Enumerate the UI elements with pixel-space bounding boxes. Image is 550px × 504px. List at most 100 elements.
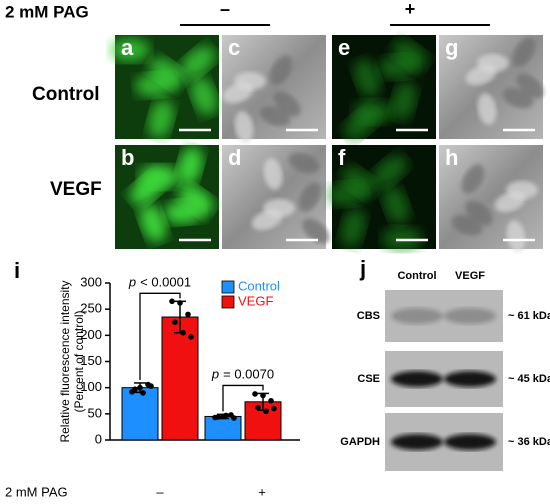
lane-label: VEGF xyxy=(455,270,485,282)
y-tick-label: 250 xyxy=(80,301,102,316)
data-point xyxy=(188,334,194,340)
cell xyxy=(494,191,526,213)
significance-bracket xyxy=(139,292,181,380)
data-point xyxy=(132,386,138,393)
band xyxy=(444,434,496,450)
legend-label: Control xyxy=(238,278,280,293)
data-point xyxy=(255,404,261,411)
cell xyxy=(164,199,204,225)
cell xyxy=(222,82,254,104)
cell xyxy=(298,182,322,212)
panel-letter: c xyxy=(228,35,240,60)
cell xyxy=(273,91,301,117)
p-text: = 0.0070 xyxy=(223,367,274,382)
lane-label: Control xyxy=(397,270,436,282)
y-tick-label: 100 xyxy=(80,379,102,394)
cell xyxy=(516,73,544,99)
p-value: p < 0.0001 xyxy=(128,275,191,290)
cell xyxy=(139,203,167,243)
cell xyxy=(302,218,330,244)
p-symbol: p xyxy=(211,367,219,382)
micrograph: h xyxy=(439,145,543,252)
y-tick-label: 300 xyxy=(80,274,102,289)
data-point xyxy=(260,392,266,399)
y-tick-label: 150 xyxy=(80,353,102,368)
micrograph: c xyxy=(222,35,326,143)
cell xyxy=(391,81,417,121)
data-point xyxy=(185,311,191,318)
data-point xyxy=(215,414,221,420)
y-tick-label: 50 xyxy=(88,405,102,420)
p-symbol: p xyxy=(128,275,136,290)
legend-swatch xyxy=(221,295,235,309)
cell xyxy=(288,152,320,174)
micrograph: a xyxy=(110,35,219,139)
band-name: CSE xyxy=(357,373,380,385)
cell xyxy=(506,220,526,252)
y-tick-label: 200 xyxy=(80,327,102,342)
cell xyxy=(263,158,283,190)
panel-label: i xyxy=(14,258,20,283)
band-name: CBS xyxy=(357,310,380,322)
legend-label: VEGF xyxy=(238,293,273,308)
band-size: ~ 36 kDa xyxy=(508,436,550,448)
cell xyxy=(465,200,493,226)
data-point xyxy=(268,397,274,404)
panel-letter: h xyxy=(445,145,458,170)
cell xyxy=(269,55,293,85)
cell xyxy=(135,72,175,98)
data-point xyxy=(180,329,186,336)
bar xyxy=(121,387,159,441)
cell xyxy=(340,208,366,248)
cell xyxy=(343,108,379,140)
data-point xyxy=(231,415,237,421)
panel-letter: d xyxy=(228,145,241,170)
cell xyxy=(190,76,218,116)
data-point xyxy=(263,408,269,415)
cell xyxy=(372,155,408,187)
band xyxy=(391,308,443,324)
micrograph: g xyxy=(439,35,544,139)
cell xyxy=(259,105,291,127)
y-axis-label: Relative fluorescence intensity xyxy=(58,280,72,442)
data-point xyxy=(177,300,183,306)
data-point xyxy=(169,298,175,305)
cell xyxy=(502,87,534,109)
micrograph: d xyxy=(222,145,330,249)
x-tick-label: – xyxy=(156,484,164,499)
cell xyxy=(477,93,497,125)
cell xyxy=(353,58,381,98)
band-size: ~ 61 kDa xyxy=(508,310,550,322)
data-point xyxy=(223,412,229,419)
data-point xyxy=(271,405,277,412)
cell xyxy=(382,185,410,225)
row-label: VEGF xyxy=(50,179,102,200)
y-tick-label: 0 xyxy=(95,431,102,446)
minus-label: – xyxy=(220,0,230,19)
data-point xyxy=(252,391,258,397)
cell xyxy=(177,146,203,186)
panel-letter: g xyxy=(445,35,458,60)
band xyxy=(391,434,443,450)
plus-label: + xyxy=(405,0,416,19)
significance-bracket xyxy=(222,384,264,412)
band xyxy=(391,371,443,387)
cell xyxy=(110,38,150,62)
p-text: < 0.0001 xyxy=(140,275,191,290)
x-tick-label: + xyxy=(258,484,266,499)
cell xyxy=(129,173,165,205)
micrograph: b xyxy=(115,145,219,249)
legend-swatch xyxy=(221,280,235,294)
cell xyxy=(451,214,483,236)
panel-label: j xyxy=(359,256,366,281)
data-point xyxy=(172,319,178,326)
micrograph: f xyxy=(327,145,436,251)
row-label: Control xyxy=(32,84,100,105)
treatment-label: 2 mM PAG xyxy=(5,2,89,21)
cell xyxy=(512,37,536,67)
cell xyxy=(234,111,254,143)
band-size: ~ 45 kDa xyxy=(508,373,550,385)
cell xyxy=(327,181,367,207)
cell xyxy=(465,64,497,86)
